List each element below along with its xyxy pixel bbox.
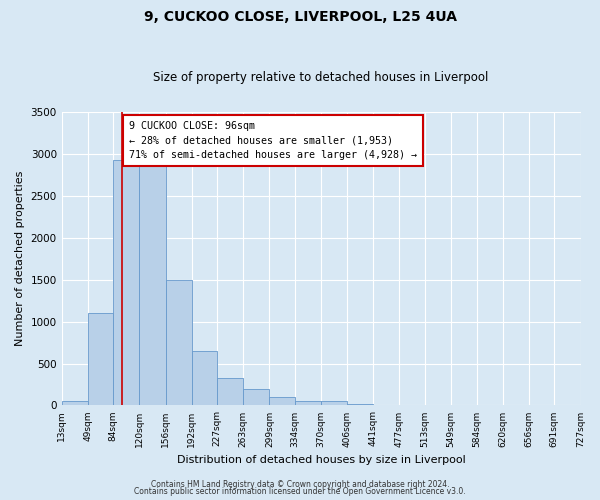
Text: 9, CUCKOO CLOSE, LIVERPOOL, L25 4UA: 9, CUCKOO CLOSE, LIVERPOOL, L25 4UA xyxy=(143,10,457,24)
Bar xyxy=(269,397,295,406)
Bar xyxy=(113,160,139,406)
Bar xyxy=(244,388,269,406)
Y-axis label: Number of detached properties: Number of detached properties xyxy=(15,171,25,346)
Bar xyxy=(217,378,244,406)
Bar xyxy=(62,401,88,406)
Text: 9 CUCKOO CLOSE: 96sqm
← 28% of detached houses are smaller (1,953)
71% of semi-d: 9 CUCKOO CLOSE: 96sqm ← 28% of detached … xyxy=(129,121,417,160)
Bar xyxy=(139,160,166,406)
Bar xyxy=(88,313,113,406)
Bar xyxy=(373,404,399,406)
Bar xyxy=(321,401,347,406)
Bar xyxy=(347,404,373,406)
Bar xyxy=(166,280,192,406)
Text: Contains HM Land Registry data © Crown copyright and database right 2024.: Contains HM Land Registry data © Crown c… xyxy=(151,480,449,489)
Bar xyxy=(295,401,321,406)
Text: Contains public sector information licensed under the Open Government Licence v3: Contains public sector information licen… xyxy=(134,488,466,496)
Bar xyxy=(192,351,217,406)
Title: Size of property relative to detached houses in Liverpool: Size of property relative to detached ho… xyxy=(154,72,489,85)
X-axis label: Distribution of detached houses by size in Liverpool: Distribution of detached houses by size … xyxy=(177,455,466,465)
